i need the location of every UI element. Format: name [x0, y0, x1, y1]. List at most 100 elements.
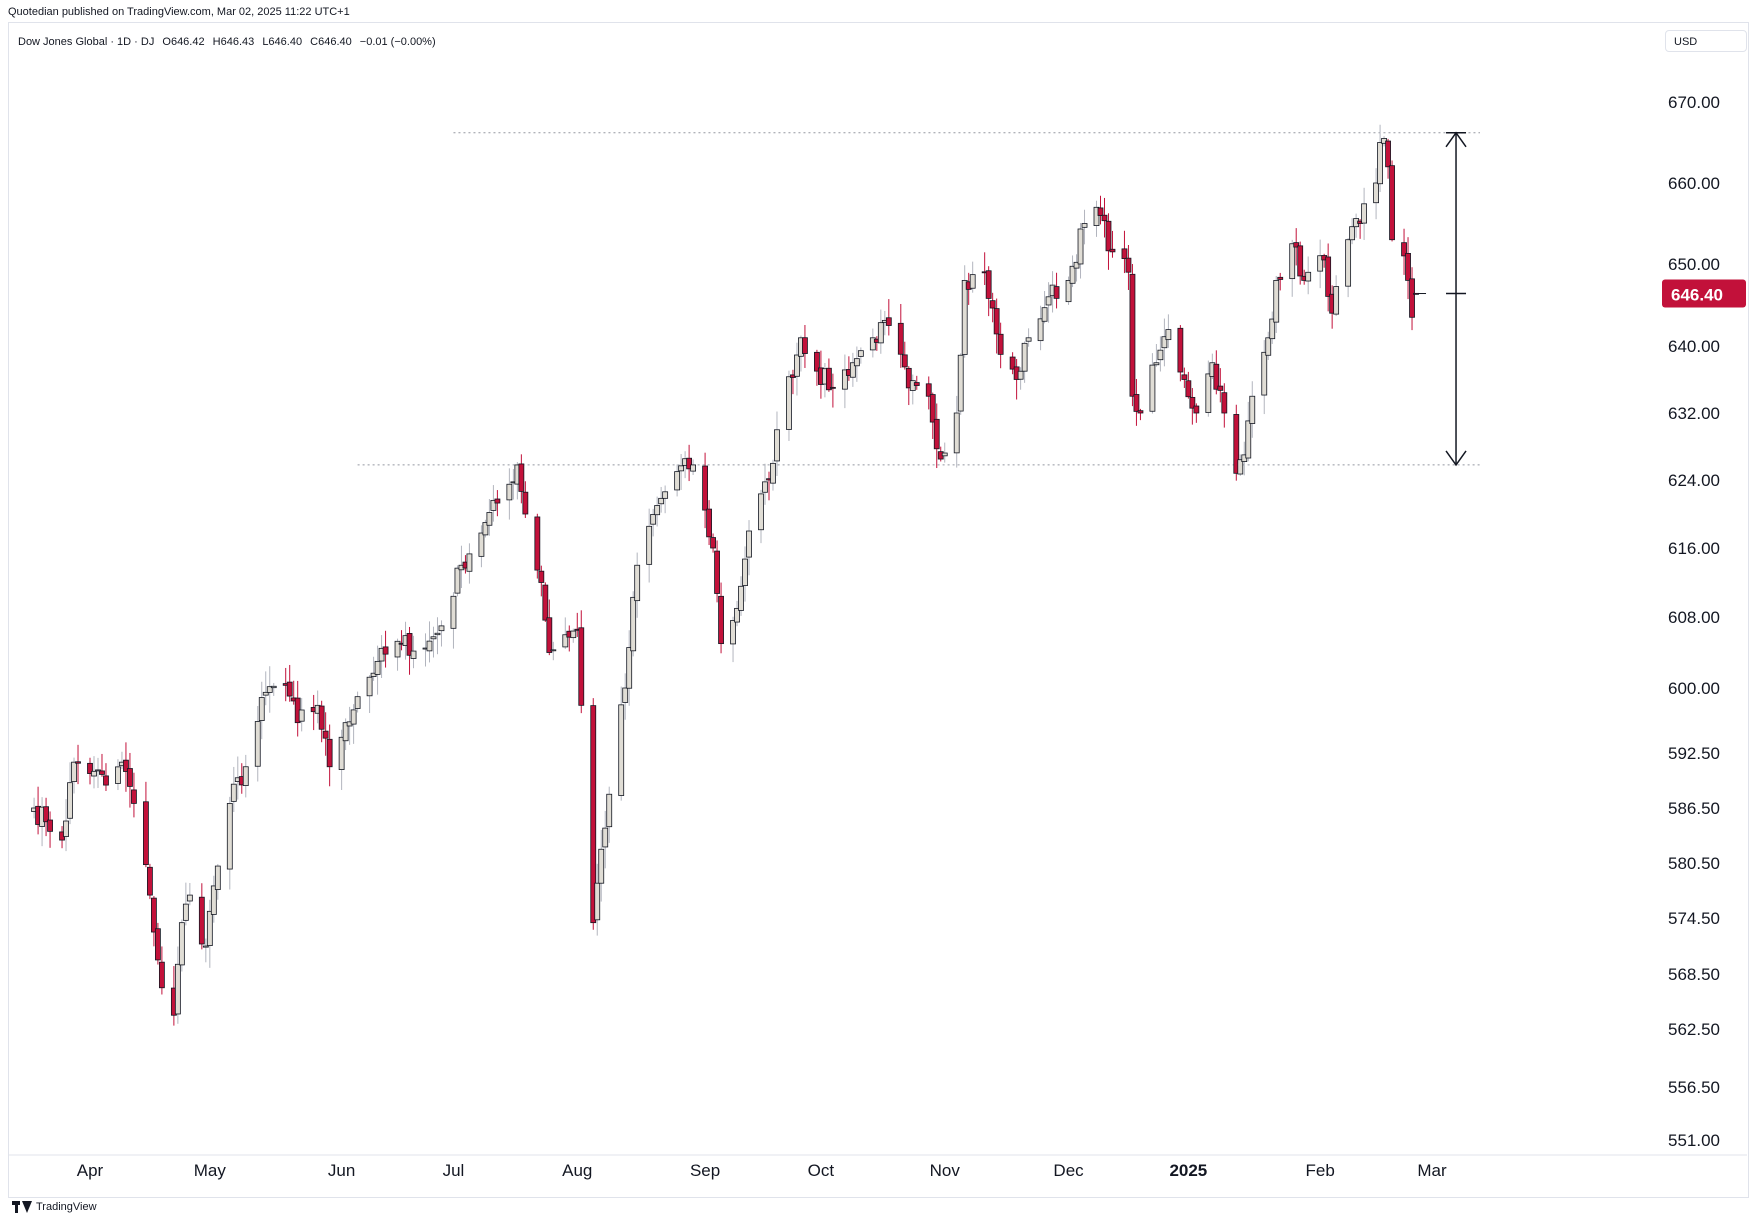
symbol-name[interactable]: Dow Jones Global · 1D · DJ	[18, 36, 155, 48]
candle	[1373, 168, 1379, 220]
candle	[1333, 275, 1340, 317]
candle-body	[438, 625, 445, 632]
price-axis[interactable]: 670.00 660.00 650.00 640.00 632.00 624.00 616.…	[1662, 93, 1746, 1150]
candle	[1025, 328, 1032, 347]
candle	[258, 681, 265, 740]
candle-body	[154, 928, 161, 961]
candle	[1413, 292, 1419, 295]
candle-body	[151, 897, 157, 933]
candle	[454, 565, 461, 597]
candle-body	[1185, 380, 1192, 398]
candle-body	[1349, 226, 1356, 241]
candle-body	[115, 766, 121, 784]
candle	[158, 946, 165, 995]
time-tick-label: Mar	[1417, 1161, 1447, 1180]
candle	[1405, 237, 1411, 300]
candle	[178, 919, 185, 972]
candle-body	[546, 617, 553, 653]
candle-body	[1413, 292, 1419, 295]
candle	[1205, 360, 1212, 417]
candle	[478, 525, 485, 568]
candle	[961, 265, 968, 358]
candle	[450, 592, 457, 649]
candle	[829, 373, 836, 408]
last-price-label: 646.40	[1671, 286, 1723, 305]
candle	[154, 922, 161, 965]
candle	[115, 759, 121, 791]
candle	[542, 582, 549, 622]
candle	[662, 485, 669, 514]
candle	[997, 322, 1004, 369]
candle-body	[1073, 261, 1080, 269]
candle-body	[622, 687, 629, 703]
price-range-measure[interactable]: 19.42 (3.00%) 1,94−20.86 (−3.23%) −2,0	[1418, 40, 1661, 1160]
candle	[814, 349, 820, 386]
candle	[1289, 239, 1296, 297]
candle-body	[143, 801, 149, 866]
horizontal-levels	[357, 132, 1480, 466]
candle	[634, 552, 641, 618]
candle-body	[1249, 395, 1256, 424]
candle	[230, 766, 237, 813]
currency-selector[interactable]: USD	[1665, 30, 1747, 52]
candle	[841, 354, 848, 409]
candle	[546, 599, 553, 656]
candle	[774, 411, 780, 476]
candle-body	[957, 354, 964, 412]
candle-body	[178, 922, 185, 966]
candle	[254, 706, 261, 782]
candle-body	[1297, 245, 1304, 277]
candle	[1121, 230, 1128, 274]
candle-body	[829, 386, 836, 389]
candle	[869, 328, 876, 358]
candle	[1069, 255, 1076, 288]
candle	[67, 762, 73, 825]
candle	[378, 635, 385, 678]
candle	[210, 875, 217, 923]
candle	[534, 513, 541, 579]
candle-body	[482, 522, 489, 536]
candle	[598, 829, 605, 902]
price-tick-label: 660.00	[1668, 174, 1720, 193]
candle	[338, 729, 345, 790]
candle-body	[578, 627, 585, 706]
candle	[127, 752, 133, 808]
candle	[182, 882, 189, 926]
time-tick-label: Dec	[1053, 1161, 1084, 1180]
candle	[1213, 350, 1220, 395]
candle-body	[1025, 337, 1032, 342]
candle-body	[147, 866, 153, 896]
time-axis[interactable]: Apr May Jun Jul Aug Sep Oct Nov Dec 2025 Feb Mar	[9, 1154, 1747, 1180]
candle	[75, 744, 81, 785]
candle	[570, 628, 577, 643]
candle-body	[690, 464, 697, 472]
candle	[354, 691, 361, 713]
candle-body	[885, 317, 892, 326]
candle-body	[746, 530, 752, 558]
price-tick-label: 670.00	[1668, 93, 1720, 112]
candle-body	[877, 322, 884, 344]
candle	[1133, 378, 1140, 426]
candle	[131, 772, 137, 818]
candle-body	[674, 471, 681, 491]
candle	[1193, 403, 1200, 423]
candle-body	[1277, 276, 1284, 280]
price-tick-label: 650.00	[1668, 255, 1720, 274]
candle	[262, 671, 269, 706]
candle-body	[1161, 336, 1168, 349]
candle	[1345, 238, 1352, 298]
candle	[1269, 311, 1276, 344]
candle-body	[1021, 342, 1028, 372]
candle	[1361, 187, 1368, 240]
candle	[1409, 267, 1415, 331]
candle	[1237, 454, 1244, 476]
candle	[602, 810, 609, 869]
candle	[794, 342, 800, 396]
candle	[985, 266, 992, 317]
candle-body	[71, 761, 77, 783]
candle	[905, 366, 912, 406]
candle	[1093, 200, 1100, 237]
candle-body	[1017, 370, 1024, 380]
candle-body	[1237, 459, 1244, 475]
